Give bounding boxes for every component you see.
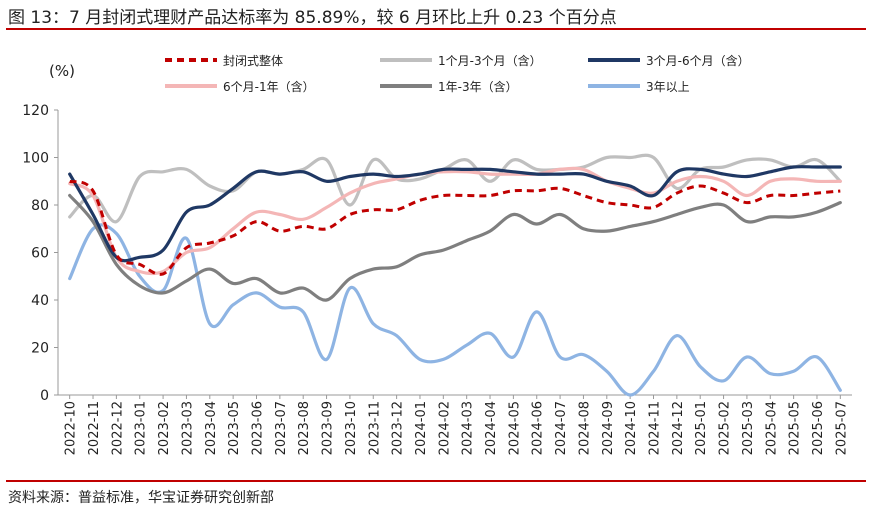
- series-line-4: [68, 193, 842, 302]
- x-tick-label: 2022-12: [110, 401, 125, 455]
- x-tick-label: 2024-11: [648, 401, 663, 455]
- x-tick-label: 2023-07: [274, 401, 289, 455]
- series-lines: [68, 153, 842, 397]
- x-tick-label: 2023-06: [251, 401, 266, 455]
- x-tick-label: 2024-10: [624, 401, 639, 455]
- x-tick-label: 2025-04: [764, 401, 779, 455]
- x-tick-label: 2025-01: [694, 401, 709, 455]
- y-tick-label: 40: [31, 293, 49, 309]
- x-tick-label: 2024-06: [531, 401, 546, 455]
- x-tick-label: 2023-05: [227, 401, 242, 455]
- axes: 0 20 40 60 80 100 120 2022-10 2022-11 2022-12 2023…: [22, 103, 852, 455]
- x-tick-label: 2023-09: [321, 401, 336, 455]
- x-tick-label: 2024-02: [437, 401, 452, 455]
- x-tick-label: 2024-07: [554, 401, 569, 455]
- top-rule: [6, 28, 866, 30]
- series-line-2: [68, 165, 842, 263]
- x-tick-label: 2025-03: [741, 401, 756, 455]
- x-tick-label: 2024-01: [414, 401, 429, 455]
- x-tick-label: 2022-10: [64, 401, 79, 455]
- line-chart: 封闭式整体 1个月-3个月（含） 3个月-6个月（含） 6个月-1年（含） 1年-3年（…: [22, 53, 852, 455]
- x-tick-label: 2023-10: [344, 401, 359, 455]
- x-tick-label: 2023-03: [180, 401, 195, 455]
- x-tick-label: 2022-11: [87, 401, 102, 455]
- x-tick-label: 2024-05: [507, 401, 522, 455]
- legend-label-1: 1个月-3个月（含）: [438, 53, 542, 68]
- chart-title: 图 13：7 月封闭式理财产品达标率为 85.89%，较 6 月环比上升 0.2…: [8, 8, 617, 28]
- legend-label-4: 1年-3年（含）: [438, 79, 518, 94]
- x-tick-label: 2023-02: [157, 401, 172, 455]
- legend-label-3: 6个月-1年（含）: [223, 79, 315, 94]
- x-tick-label: 2023-04: [204, 401, 219, 455]
- y-axis-label: (%): [49, 62, 75, 80]
- y-tick-label: 100: [22, 151, 49, 167]
- series-line-0: [69, 179, 841, 276]
- x-tick-label: 2025-02: [718, 401, 733, 455]
- y-tick-label: 20: [31, 341, 49, 357]
- bottom-rule: [6, 480, 866, 482]
- y-tick-label: 120: [22, 103, 49, 119]
- source-note: 资料来源：普益标准，华宝证券研究创新部: [8, 490, 274, 506]
- x-tick-label: 2024-03: [461, 401, 476, 455]
- x-tick-label: 2025-06: [811, 401, 826, 455]
- y-tick-label: 80: [31, 198, 49, 214]
- x-tick-label: 2023-12: [391, 401, 406, 455]
- legend-label-2: 3个月-6个月（含）: [646, 53, 750, 68]
- x-tick-label: 2024-09: [601, 401, 616, 455]
- x-tick-label: 2023-01: [134, 401, 149, 455]
- x-tick-label: 2023-08: [297, 401, 312, 455]
- y-tick-label: 0: [40, 388, 49, 404]
- x-tick-label: 2025-05: [788, 401, 803, 455]
- x-tick-label: 2024-04: [484, 401, 499, 455]
- series-line-5: [68, 223, 842, 397]
- x-tick-label: 2024-12: [671, 401, 686, 455]
- legend: 封闭式整体 1个月-3个月（含） 3个月-6个月（含） 6个月-1年（含） 1年-3年（…: [165, 53, 750, 94]
- x-tick-label: 2025-07: [834, 401, 849, 455]
- legend-label-0: 封闭式整体: [223, 53, 283, 68]
- y-tick-label: 60: [31, 246, 49, 262]
- legend-label-5: 3年以上: [646, 80, 690, 94]
- x-tick-label: 2023-11: [367, 401, 382, 455]
- x-tick-label: 2024-08: [577, 401, 592, 455]
- series-line-1: [68, 153, 842, 224]
- series-line-3: [68, 166, 842, 276]
